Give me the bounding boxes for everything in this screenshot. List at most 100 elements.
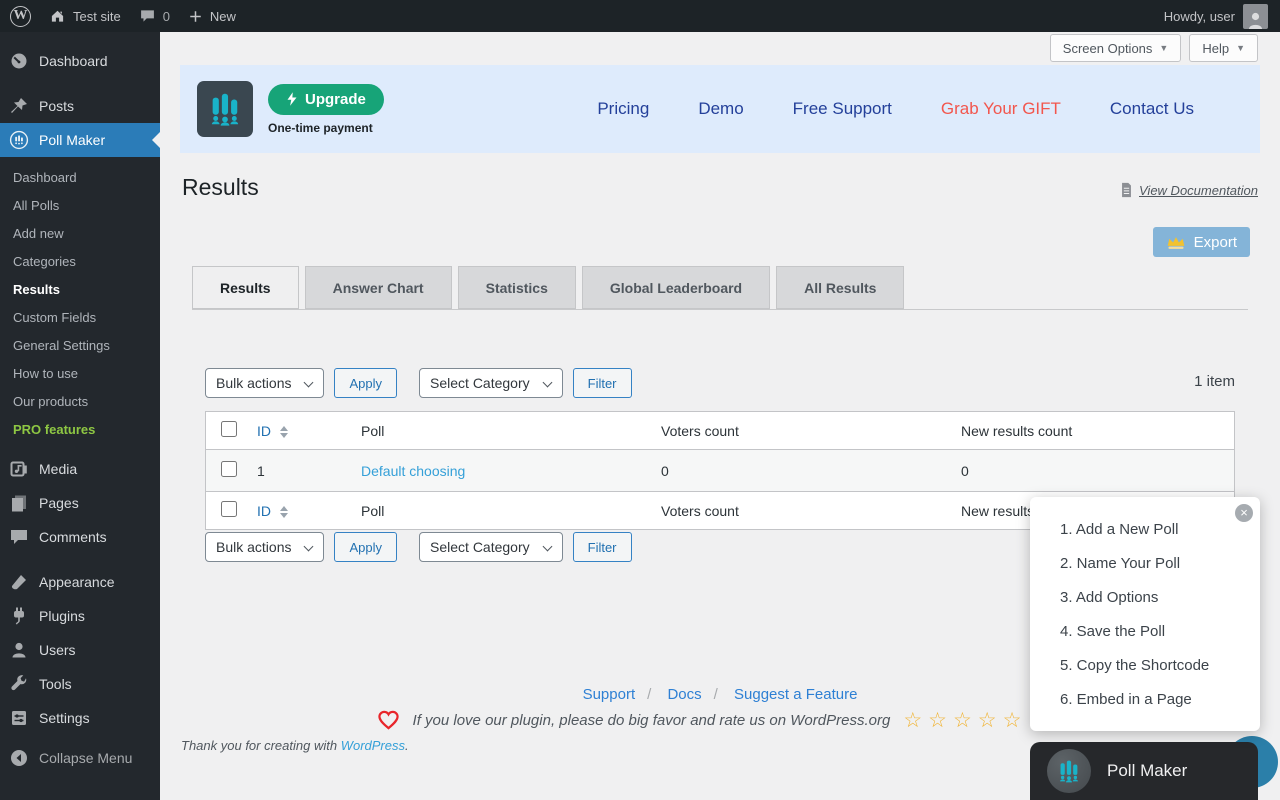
banner-link-grab-your-gift[interactable]: Grab Your GIFT bbox=[940, 99, 1061, 118]
select-all-checkbox[interactable] bbox=[221, 501, 237, 517]
settings-icon bbox=[12, 711, 26, 725]
sort-by-id-link[interactable]: ID bbox=[257, 422, 271, 439]
view-documentation-link[interactable]: View Documentation bbox=[1139, 182, 1258, 198]
sort-by-id-link[interactable]: ID bbox=[257, 502, 271, 519]
crown-icon bbox=[1167, 236, 1184, 249]
apply-button[interactable]: Apply bbox=[334, 368, 398, 398]
comment-icon bbox=[140, 10, 154, 22]
tab-results[interactable]: Results bbox=[192, 266, 299, 309]
screen-options-button[interactable]: Screen Options ▼ bbox=[1049, 34, 1182, 62]
bulk-actions-select-bottom[interactable]: Bulk actions bbox=[205, 532, 325, 562]
avatar[interactable] bbox=[1243, 3, 1268, 29]
site-name: Test site bbox=[73, 8, 121, 24]
sidebar-item-settings[interactable]: Settings bbox=[0, 701, 160, 735]
getting-started-popup: × 1. Add a New Poll 2. Name Your Poll 3.… bbox=[1030, 497, 1260, 731]
chat-widget-label: Poll Maker bbox=[1107, 761, 1188, 780]
howdy-user-link[interactable]: Howdy, user bbox=[1163, 8, 1235, 24]
cell-voters-count: 0 bbox=[651, 449, 951, 492]
site-name-link[interactable]: Test site bbox=[49, 8, 121, 24]
thanks-period: . bbox=[405, 738, 409, 753]
sidebar-item-media[interactable]: Media bbox=[0, 452, 160, 486]
document-icon bbox=[1122, 182, 1131, 198]
users-icon bbox=[12, 642, 26, 658]
support-link[interactable]: Support bbox=[582, 686, 636, 703]
tab-global-leaderboard[interactable]: Global Leaderboard bbox=[581, 266, 771, 309]
sidebar-separator bbox=[0, 554, 160, 565]
comments-link[interactable]: 0 bbox=[139, 8, 170, 24]
chat-widget[interactable]: Poll Maker bbox=[1030, 742, 1258, 800]
export-button[interactable]: Export bbox=[1152, 227, 1250, 257]
submenu-item-our-products[interactable]: Our products bbox=[13, 394, 89, 409]
banner-link-pricing[interactable]: Pricing bbox=[597, 99, 650, 118]
wordpress-link[interactable]: WordPress bbox=[340, 738, 405, 753]
sidebar-label: Posts bbox=[39, 98, 75, 114]
popup-step: 6. Embed in a Page bbox=[1060, 691, 1192, 708]
poll-maker-icon bbox=[9, 130, 29, 150]
submenu-item-add-new[interactable]: Add new bbox=[13, 226, 64, 241]
sidebar-label: Dashboard bbox=[39, 53, 108, 69]
sidebar-separator bbox=[0, 78, 160, 89]
tab-statistics[interactable]: Statistics bbox=[457, 266, 576, 309]
column-header-voters-count: Voters count bbox=[651, 411, 951, 450]
plugin-promo-banner: Upgrade One-time payment Pricing Demo Fr… bbox=[180, 65, 1260, 153]
row-checkbox[interactable] bbox=[221, 461, 237, 477]
docs-link[interactable]: Docs bbox=[667, 686, 702, 703]
rate-us-text: If you love our plugin, please do big fa… bbox=[412, 712, 891, 729]
new-content-link[interactable]: New bbox=[188, 9, 236, 24]
tab-all-results[interactable]: All Results bbox=[776, 266, 905, 309]
collapse-arrow-icon bbox=[11, 750, 27, 766]
submenu-item-dashboard[interactable]: Dashboard bbox=[13, 170, 77, 185]
banner-link-free-support[interactable]: Free Support bbox=[792, 99, 892, 118]
sidebar-label: Poll Maker bbox=[39, 132, 106, 148]
user-avatar-icon bbox=[1249, 12, 1262, 29]
sidebar-item-plugins[interactable]: Plugins bbox=[0, 599, 160, 633]
select-all-checkbox[interactable] bbox=[221, 421, 237, 437]
current-menu-arrow bbox=[152, 132, 160, 148]
tabs-divider bbox=[192, 309, 1248, 310]
chevron-down-icon bbox=[542, 541, 553, 552]
one-time-payment-label: One-time payment bbox=[268, 120, 373, 135]
submenu-item-general-settings[interactable]: General Settings bbox=[13, 338, 110, 353]
sidebar-item-appearance[interactable]: Appearance bbox=[0, 565, 160, 599]
sidebar-item-tools[interactable]: Tools bbox=[0, 667, 160, 701]
popup-step: 5. Copy the Shortcode bbox=[1060, 657, 1210, 674]
category-select[interactable]: Select Category bbox=[419, 368, 563, 398]
poll-title-link[interactable]: Default choosing bbox=[361, 462, 466, 479]
sidebar-item-users[interactable]: Users bbox=[0, 633, 160, 667]
category-select-bottom[interactable]: Select Category bbox=[419, 532, 563, 562]
column-header-voters-count: Voters count bbox=[661, 502, 739, 519]
category-value: Select Category bbox=[430, 375, 530, 391]
sidebar-item-pages[interactable]: Pages bbox=[0, 486, 160, 520]
sidebar-item-dashboard[interactable]: Dashboard bbox=[0, 44, 160, 78]
wordpress-logo-icon: W bbox=[10, 5, 31, 27]
chevron-down-icon bbox=[304, 377, 314, 388]
export-label: Export bbox=[1193, 233, 1237, 251]
submenu-item-results[interactable]: Results bbox=[13, 282, 60, 297]
chat-avatar bbox=[1047, 749, 1091, 793]
banner-link-contact-us[interactable]: Contact Us bbox=[1109, 99, 1194, 118]
filter-button[interactable]: Filter bbox=[572, 368, 632, 398]
tab-answer-chart[interactable]: Answer Chart bbox=[304, 266, 452, 309]
collapse-menu-button[interactable]: Collapse Menu bbox=[0, 741, 160, 775]
rating-stars[interactable]: ☆☆☆☆☆ bbox=[903, 709, 1028, 732]
banner-link-demo[interactable]: Demo bbox=[698, 99, 744, 118]
wp-logo-menu[interactable]: W bbox=[10, 5, 31, 27]
sidebar-item-comments[interactable]: Comments bbox=[0, 520, 160, 554]
filter-button-bottom[interactable]: Filter bbox=[572, 532, 632, 562]
help-button[interactable]: Help ▼ bbox=[1189, 34, 1258, 62]
popup-step: 4. Save the Poll bbox=[1060, 623, 1166, 640]
sidebar-item-posts[interactable]: Posts bbox=[0, 89, 160, 123]
sidebar-item-poll-maker[interactable]: Poll Maker bbox=[0, 123, 160, 157]
submenu-item-pro-features[interactable]: PRO features bbox=[13, 422, 96, 437]
bulk-actions-select[interactable]: Bulk actions bbox=[205, 368, 325, 398]
submenu-item-categories[interactable]: Categories bbox=[13, 254, 76, 269]
column-header-new-results-count: New results count bbox=[951, 411, 1235, 450]
submenu-item-how-to-use[interactable]: How to use bbox=[13, 366, 79, 381]
close-icon[interactable]: × bbox=[1235, 504, 1253, 522]
lightning-bolt-icon bbox=[287, 92, 297, 106]
upgrade-button[interactable]: Upgrade bbox=[268, 83, 384, 115]
apply-button-bottom[interactable]: Apply bbox=[334, 532, 398, 562]
submenu-item-all-polls[interactable]: All Polls bbox=[13, 198, 60, 213]
suggest-feature-link[interactable]: Suggest a Feature bbox=[734, 686, 858, 703]
submenu-item-custom-fields[interactable]: Custom Fields bbox=[13, 310, 97, 325]
